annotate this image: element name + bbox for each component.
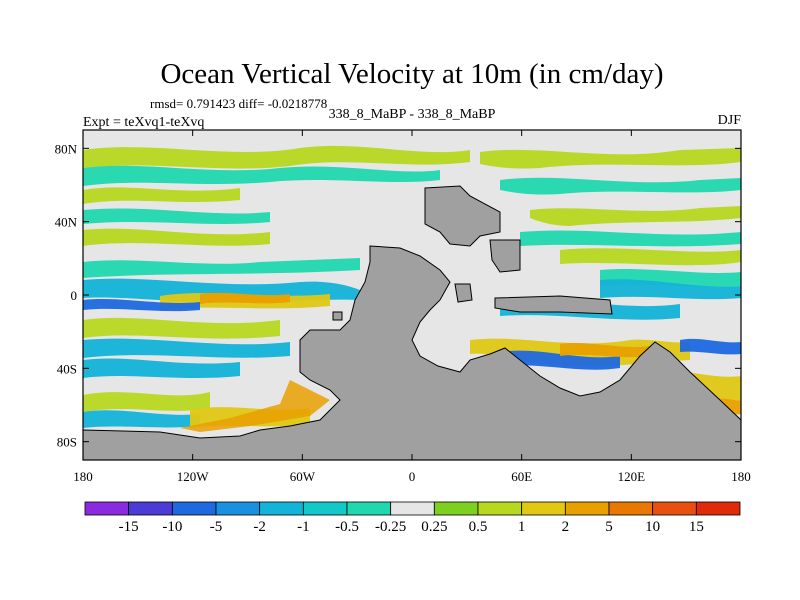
colorbar-swatch xyxy=(390,501,435,516)
colorbar-swatch xyxy=(564,501,610,516)
colorbar-swatch xyxy=(215,501,261,516)
colorbar-label: 2 xyxy=(562,519,570,535)
season-label: DJF xyxy=(718,113,742,128)
colorbar-label: 10 xyxy=(645,519,660,535)
colorbar-swatch xyxy=(84,501,130,516)
land-small-1 xyxy=(454,283,473,303)
contour-rim xyxy=(180,380,330,432)
land-americas xyxy=(83,245,741,460)
chart-title: Ocean Vertical Velocity at 10m (in cm/da… xyxy=(160,58,663,90)
x-tick-label: 60E xyxy=(511,469,532,484)
colorbar-swatch xyxy=(695,501,741,516)
colorbar-swatch xyxy=(128,501,173,516)
land-small-2 xyxy=(332,311,343,321)
colorbar-swatch xyxy=(477,501,523,516)
x-tick-label: 180 xyxy=(731,469,751,484)
colorbar-label: 5 xyxy=(605,519,613,535)
experiment-label: Expt = teXvq1-teXvq xyxy=(83,115,204,130)
land-eurasia-block xyxy=(424,185,501,247)
x-axis: 180 120W 60W 0 60E 120E 180 xyxy=(73,130,751,484)
colorbar-label: -0.5 xyxy=(335,519,359,535)
y-tick-label: 0 xyxy=(71,288,78,303)
colorbar-label: 0.5 xyxy=(469,519,488,535)
colorbar-swatch xyxy=(652,501,697,516)
y-axis: 80N 40N 0 40S 80S xyxy=(55,141,741,450)
contour-strong-negative xyxy=(83,299,741,370)
colorbar-label: 15 xyxy=(689,519,704,535)
y-tick-label: 80N xyxy=(55,141,78,156)
colorbar-label: -2 xyxy=(253,519,266,535)
colorbar-swatch xyxy=(259,501,304,516)
y-tick-label: 80S xyxy=(57,435,77,450)
colorbar: -15 -10 -5 -2 -1 -0.5 -0.25 0.25 0.5 1 2 5 10 15 xyxy=(84,501,741,535)
colorbar-label: -1 xyxy=(297,519,310,535)
colorbar-label: 0.25 xyxy=(421,519,447,535)
x-tick-label: 180 xyxy=(73,469,93,484)
land-africa-block xyxy=(489,239,521,273)
colorbar-swatch xyxy=(433,501,479,516)
contour-negative-weak xyxy=(83,165,741,288)
y-tick-label: 40S xyxy=(57,361,77,376)
colorbar-label: -10 xyxy=(162,519,182,535)
x-tick-label: 60W xyxy=(290,469,316,484)
colorbar-label: -0.25 xyxy=(375,519,406,535)
contour-positive xyxy=(83,145,741,412)
colorbar-label: 1 xyxy=(518,519,526,535)
land-masses xyxy=(83,185,741,460)
colorbar-swatch xyxy=(521,501,566,516)
y-tick-label: 40N xyxy=(55,215,78,230)
x-tick-label: 120W xyxy=(177,469,210,484)
land-indo xyxy=(494,295,613,315)
x-tick-label: 120E xyxy=(618,469,646,484)
map-field xyxy=(83,130,741,460)
colorbar-swatch xyxy=(302,501,348,516)
stats-label: rmsd= 0.791423 diff= -0.0218778 xyxy=(150,96,327,111)
x-tick-label: 0 xyxy=(409,469,416,484)
colorbar-swatch xyxy=(608,501,654,516)
colorbar-swatch xyxy=(346,501,392,516)
colorbar-swatch xyxy=(171,501,217,516)
colorbar-label: -5 xyxy=(210,519,223,535)
comparison-label: 338_8_MaBP - 338_8_MaBP xyxy=(329,107,496,122)
colorbar-label: -15 xyxy=(119,519,139,535)
